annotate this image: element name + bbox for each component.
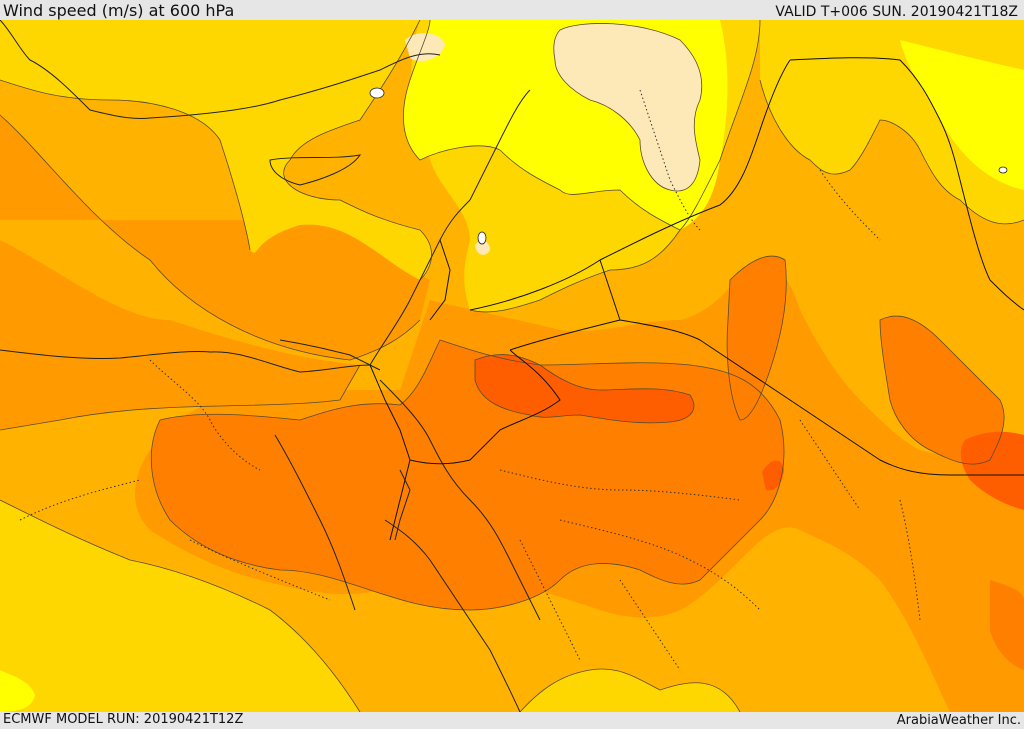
footer-bar: ECMWF MODEL RUN: 20190421T12Z ArabiaWeat… xyxy=(0,712,1024,729)
lake-marker xyxy=(477,231,487,245)
wind-band-south-central xyxy=(520,669,740,712)
wind-band-weak-south-west xyxy=(0,670,35,712)
lake-marker xyxy=(998,166,1008,174)
wind-speed-map[interactable] xyxy=(0,20,1024,712)
wind-band-calm-dot xyxy=(475,240,490,255)
model-run-label: ECMWF MODEL RUN: 20190421T12Z xyxy=(3,712,244,727)
wind-contours xyxy=(0,20,1024,712)
map-canvas xyxy=(0,20,1024,712)
wind-core-central xyxy=(475,354,694,423)
lake-marker xyxy=(369,87,385,99)
wind-band-strong-south-east xyxy=(990,580,1024,670)
header-bar: Wind speed (m/s) at 600 hPa VALID T+006 … xyxy=(0,0,1024,20)
map-title: Wind speed (m/s) at 600 hPa xyxy=(3,1,235,20)
internal-boundaries xyxy=(19,89,921,671)
wind-core-small xyxy=(762,460,784,491)
political-borders xyxy=(369,57,1024,541)
wind-core-east xyxy=(960,431,1024,510)
coastlines xyxy=(0,20,541,712)
wind-band-west xyxy=(0,115,430,360)
credit-label: ArabiaWeather Inc. xyxy=(896,713,1021,728)
wind-band-strong-east-2 xyxy=(880,316,1005,465)
wind-band-calm-north xyxy=(553,23,702,191)
valid-time: VALID T+006 SUN. 20190421T18Z xyxy=(775,4,1018,20)
wind-band-west-lower xyxy=(0,240,360,430)
wind-band-north-west xyxy=(0,20,432,280)
wind-band-north-west-2 xyxy=(10,30,100,85)
wind-band-weak-north-east xyxy=(900,40,1024,190)
wind-band-south-west xyxy=(0,500,360,712)
